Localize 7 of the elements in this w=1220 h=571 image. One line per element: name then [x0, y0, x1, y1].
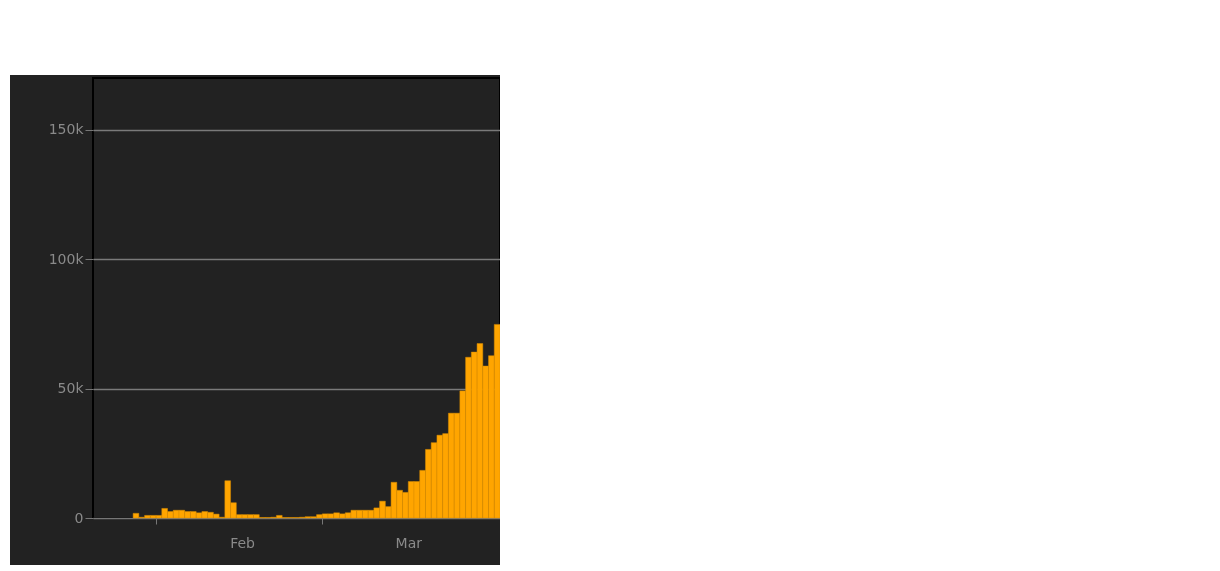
bar	[132, 513, 140, 519]
y-tick-label: 0	[74, 509, 84, 526]
y-tick-label: 50k	[57, 380, 85, 397]
y-tick-label: 150k	[48, 121, 85, 138]
x-tick-label: Mar	[395, 534, 423, 551]
y-tick-label: 100k	[48, 250, 85, 267]
x-tick-label: Feb	[230, 534, 256, 551]
